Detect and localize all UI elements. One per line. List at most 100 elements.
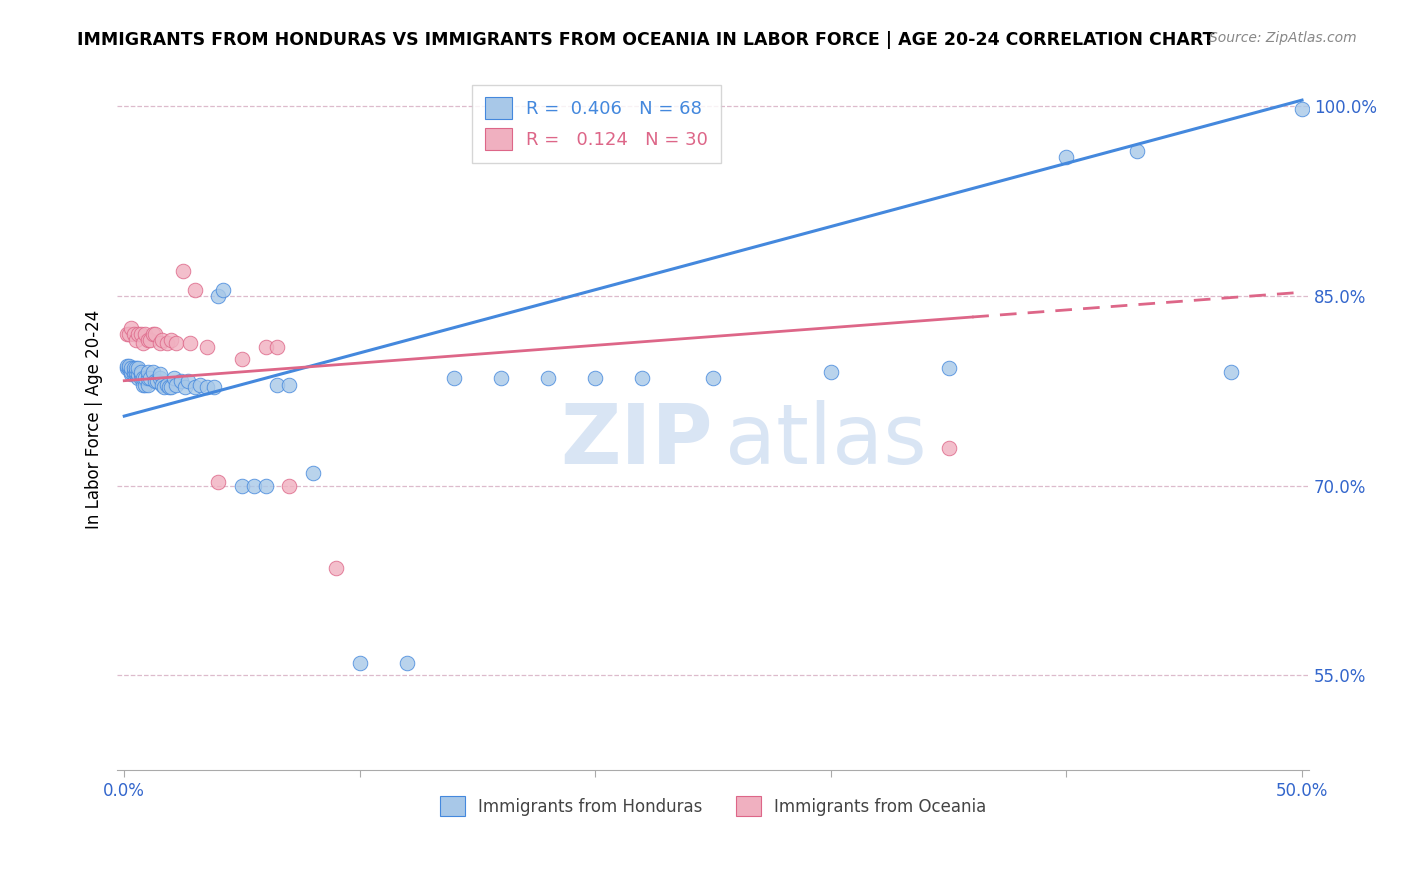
Point xyxy=(1126,144,1149,158)
Point xyxy=(143,326,166,341)
Point xyxy=(120,361,142,376)
Point xyxy=(395,790,418,805)
Point xyxy=(207,289,229,303)
Point xyxy=(118,361,141,376)
Point xyxy=(820,365,842,379)
Point xyxy=(115,326,138,341)
Point xyxy=(157,380,180,394)
Point xyxy=(125,368,148,382)
Point xyxy=(583,371,606,385)
Point xyxy=(278,377,301,392)
Point xyxy=(136,377,159,392)
Point xyxy=(702,371,724,385)
Point xyxy=(150,333,173,347)
Point xyxy=(139,333,162,347)
Point xyxy=(231,478,253,492)
Point xyxy=(141,326,163,341)
Point xyxy=(141,365,163,379)
Point xyxy=(127,368,149,382)
Point xyxy=(184,283,207,297)
Point xyxy=(202,380,225,394)
Point xyxy=(132,377,155,392)
Text: IMMIGRANTS FROM HONDURAS VS IMMIGRANTS FROM OCEANIA IN LABOR FORCE | AGE 20-24 C: IMMIGRANTS FROM HONDURAS VS IMMIGRANTS F… xyxy=(77,31,1215,49)
Point xyxy=(254,478,277,492)
Point xyxy=(195,380,218,394)
Text: Source: ZipAtlas.com: Source: ZipAtlas.com xyxy=(1209,31,1357,45)
Point xyxy=(184,380,207,394)
Point xyxy=(120,320,142,334)
Point xyxy=(129,326,152,341)
Point xyxy=(207,475,229,489)
Point xyxy=(134,326,156,341)
Point xyxy=(188,377,211,392)
Point xyxy=(160,333,183,347)
Point xyxy=(1056,150,1078,164)
Point xyxy=(325,561,347,575)
Point xyxy=(195,340,218,354)
Point xyxy=(301,466,323,480)
Point xyxy=(163,371,186,385)
Text: ZIP: ZIP xyxy=(561,400,713,481)
Point xyxy=(156,377,179,392)
Point xyxy=(122,368,145,382)
Point xyxy=(136,365,159,379)
Point xyxy=(1291,102,1313,116)
Point xyxy=(132,371,155,385)
Point xyxy=(143,374,166,388)
Point xyxy=(136,371,159,385)
Point xyxy=(170,374,193,388)
Point xyxy=(134,377,156,392)
Point xyxy=(278,478,301,492)
Point xyxy=(153,380,176,394)
Point xyxy=(118,359,141,373)
Point xyxy=(127,361,149,376)
Point xyxy=(266,377,288,392)
Point xyxy=(243,478,266,492)
Point xyxy=(537,371,560,385)
Point xyxy=(120,368,142,382)
Point xyxy=(160,380,183,394)
Point xyxy=(149,335,172,350)
Point xyxy=(134,371,156,385)
Legend: Immigrants from Honduras, Immigrants from Oceania: Immigrants from Honduras, Immigrants fro… xyxy=(432,788,995,825)
Point xyxy=(231,352,253,367)
Point xyxy=(174,380,197,394)
Point xyxy=(631,371,654,385)
Point xyxy=(120,365,142,379)
Point xyxy=(146,374,169,388)
Point xyxy=(1220,365,1243,379)
Point xyxy=(127,371,149,385)
Point xyxy=(254,340,277,354)
Point xyxy=(125,365,148,379)
Point xyxy=(115,359,138,373)
Point xyxy=(266,340,288,354)
Point xyxy=(172,264,194,278)
Text: atlas: atlas xyxy=(725,400,927,481)
Point xyxy=(150,377,173,392)
Point xyxy=(122,365,145,379)
Point xyxy=(149,371,172,385)
Point xyxy=(165,377,187,392)
Point xyxy=(129,368,152,382)
Point xyxy=(149,368,172,382)
Point xyxy=(118,326,141,341)
Point xyxy=(139,371,162,385)
Y-axis label: In Labor Force | Age 20-24: In Labor Force | Age 20-24 xyxy=(86,310,103,529)
Point xyxy=(156,335,179,350)
Point xyxy=(179,335,201,350)
Point xyxy=(177,374,200,388)
Point xyxy=(489,371,512,385)
Point xyxy=(115,361,138,376)
Point xyxy=(443,371,465,385)
Point xyxy=(125,361,148,376)
Point xyxy=(129,365,152,379)
Point xyxy=(136,333,159,347)
Point xyxy=(125,333,148,347)
Point xyxy=(395,656,418,670)
Point xyxy=(129,371,152,385)
Point xyxy=(938,441,960,455)
Point xyxy=(132,335,155,350)
Point xyxy=(349,656,371,670)
Point xyxy=(127,326,149,341)
Point xyxy=(938,361,960,376)
